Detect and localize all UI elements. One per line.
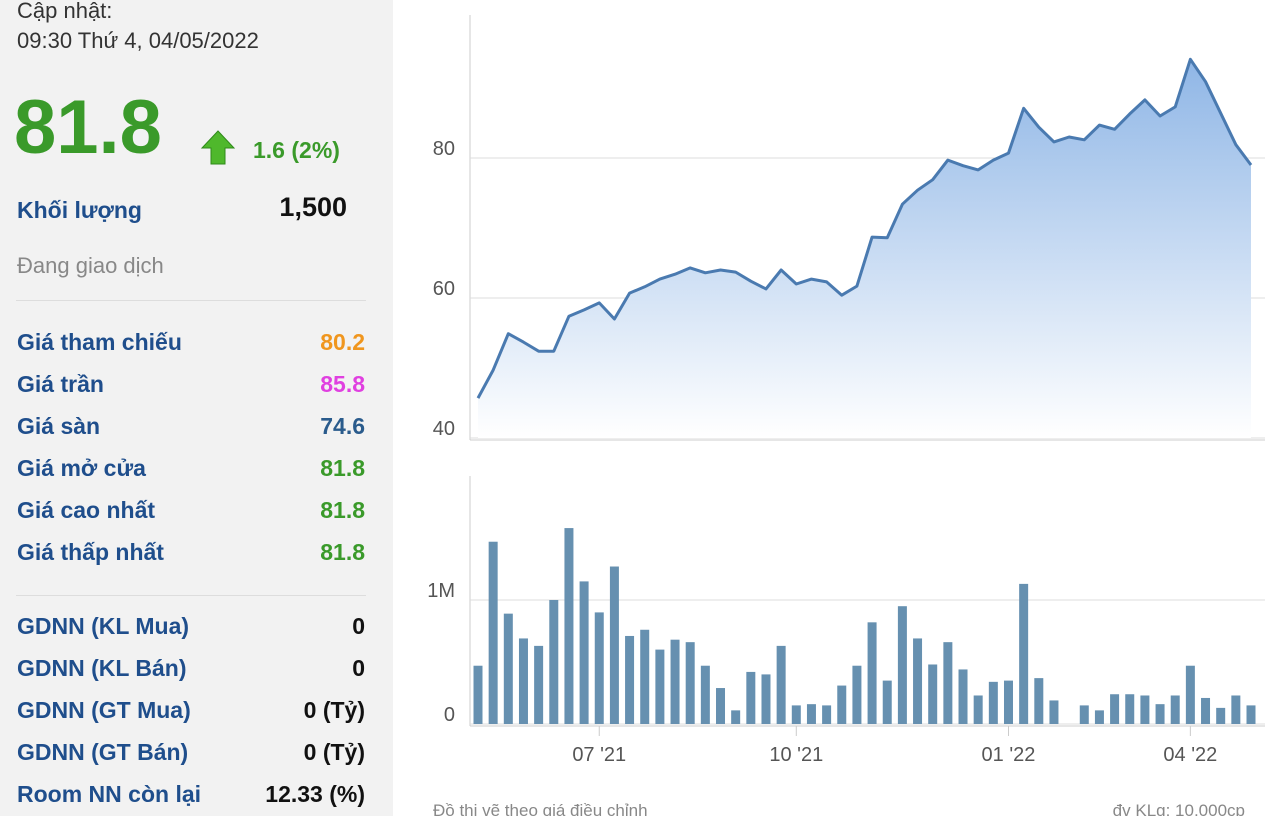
- volume-bar: [564, 528, 574, 724]
- volume-bar: [913, 638, 923, 724]
- foreign-value: 12.33 (%): [265, 781, 365, 807]
- volume-bar: [1170, 695, 1180, 724]
- foreign-label: Room NN còn lại: [17, 781, 202, 807]
- volume-bar: [988, 681, 998, 724]
- foreign-label: GDNN (KL Mua): [17, 613, 190, 639]
- volume-bar: [1079, 705, 1089, 724]
- volume-bar: [579, 581, 589, 724]
- volume-bar: [822, 705, 832, 724]
- volume-bar: [625, 635, 635, 724]
- row-value: 85.8: [320, 371, 365, 397]
- volume-bar: [1246, 705, 1256, 724]
- foreign-value: 0: [352, 655, 365, 681]
- volume-bar: [534, 645, 544, 724]
- volume-bar: [716, 688, 726, 724]
- volume-bar: [503, 613, 513, 724]
- update-label: Cập nhật:: [17, 0, 113, 23]
- foreign-value: 0 (Tỷ): [303, 739, 365, 765]
- volume-bar: [549, 600, 559, 724]
- update-time: 09:30 Thứ 4, 04/05/2022: [17, 28, 259, 53]
- volume-bar: [488, 541, 498, 724]
- status: Đang giao dịch: [17, 253, 164, 278]
- volume-bar: [685, 642, 695, 724]
- volume-bar: [1140, 695, 1150, 724]
- volume-bar: [791, 705, 801, 724]
- foreign-value: 0 (Tỷ): [303, 697, 365, 723]
- foreign-value: 0: [352, 613, 365, 639]
- volume-bar: [882, 680, 892, 724]
- row-label: Giá mở cửa: [17, 455, 146, 481]
- y-tick-label: 0: [444, 704, 455, 726]
- volume-bar: [1003, 680, 1013, 724]
- volume-bar: [943, 642, 953, 724]
- volume-bar: [867, 622, 877, 724]
- volume-bar: [1110, 694, 1120, 724]
- volume-bar: [897, 606, 907, 724]
- chart: Đồ thị vẽ theo giá điều chỉnh đv KLg: 10…: [427, 15, 1265, 816]
- row-label: Giá trần: [17, 371, 104, 397]
- volume-bar: [640, 629, 650, 724]
- price-line: [476, 57, 1253, 399]
- y-tick-label: 1M: [427, 580, 455, 602]
- info-panel: Cập nhật: 09:30 Thứ 4, 04/05/2022 81.8 1…: [0, 0, 393, 816]
- volume-bar: [1155, 704, 1165, 724]
- volume-bar: [1185, 665, 1195, 724]
- separator: [16, 300, 366, 301]
- volume-bar: [670, 639, 680, 724]
- volume-bar: [1216, 707, 1226, 724]
- row-value: 81.8: [320, 539, 365, 565]
- volume-bar: [852, 665, 862, 724]
- volume-bar: [1034, 678, 1044, 724]
- volume-bar: [731, 710, 741, 724]
- row-label: Giá tham chiếu: [17, 329, 182, 355]
- volume-bar: [609, 566, 619, 724]
- row-label: Giá thấp nhất: [17, 539, 164, 565]
- volume-bar: [776, 645, 786, 724]
- x-tick-label: 04 '22: [1163, 744, 1217, 766]
- price: 81.8: [14, 85, 162, 170]
- y-tick-label: 80: [433, 138, 455, 160]
- volume-label: Khối lượng: [17, 197, 142, 223]
- separator: [16, 595, 366, 596]
- y-tick-label: 40: [433, 418, 455, 440]
- foreign-label: GDNN (GT Bán): [17, 739, 189, 765]
- volume-bar: [1094, 710, 1104, 724]
- volume-bar: [958, 669, 968, 724]
- volume-bar: [1125, 694, 1135, 724]
- volume-bar: [1019, 583, 1029, 724]
- volume-bar: [746, 671, 756, 724]
- volume-bar: [928, 664, 938, 724]
- x-tick-label: 10 '21: [769, 744, 823, 766]
- volume-bar: [594, 612, 604, 724]
- up-arrow-icon: [200, 130, 236, 165]
- footer-unit: đv KLg: 10,000cp: [1113, 801, 1245, 816]
- volume-bar: [473, 665, 483, 724]
- volume-bar: [973, 695, 983, 724]
- volume-bar: [1049, 700, 1059, 724]
- row-label: Giá sàn: [17, 413, 101, 439]
- footer-note: Đồ thị vẽ theo giá điều chỉnh: [433, 801, 648, 816]
- volume-bar: [1231, 695, 1241, 724]
- volume-bar: [806, 704, 816, 724]
- volume-bar: [518, 638, 528, 724]
- price-change: 1.6 (2%): [253, 137, 340, 163]
- area-fill: [478, 59, 1251, 439]
- row-value: 74.6: [320, 413, 365, 439]
- y-tick-label: 60: [433, 278, 455, 300]
- row-value: 81.8: [320, 497, 365, 523]
- volume-bar: [655, 649, 665, 724]
- volume: 1,500: [279, 192, 347, 222]
- x-tick-label: 01 '22: [982, 744, 1036, 766]
- foreign-label: GDNN (KL Bán): [17, 655, 187, 681]
- row-value: 81.8: [320, 455, 365, 481]
- volume-bar: [837, 685, 847, 724]
- foreign-label: GDNN (GT Mua): [17, 697, 191, 723]
- row-value: 80.2: [320, 329, 365, 355]
- volume-bar: [700, 665, 710, 724]
- x-tick-label: 07 '21: [572, 744, 626, 766]
- volume-bar: [761, 674, 771, 724]
- volume-bar: [1201, 697, 1211, 724]
- row-label: Giá cao nhất: [17, 497, 156, 523]
